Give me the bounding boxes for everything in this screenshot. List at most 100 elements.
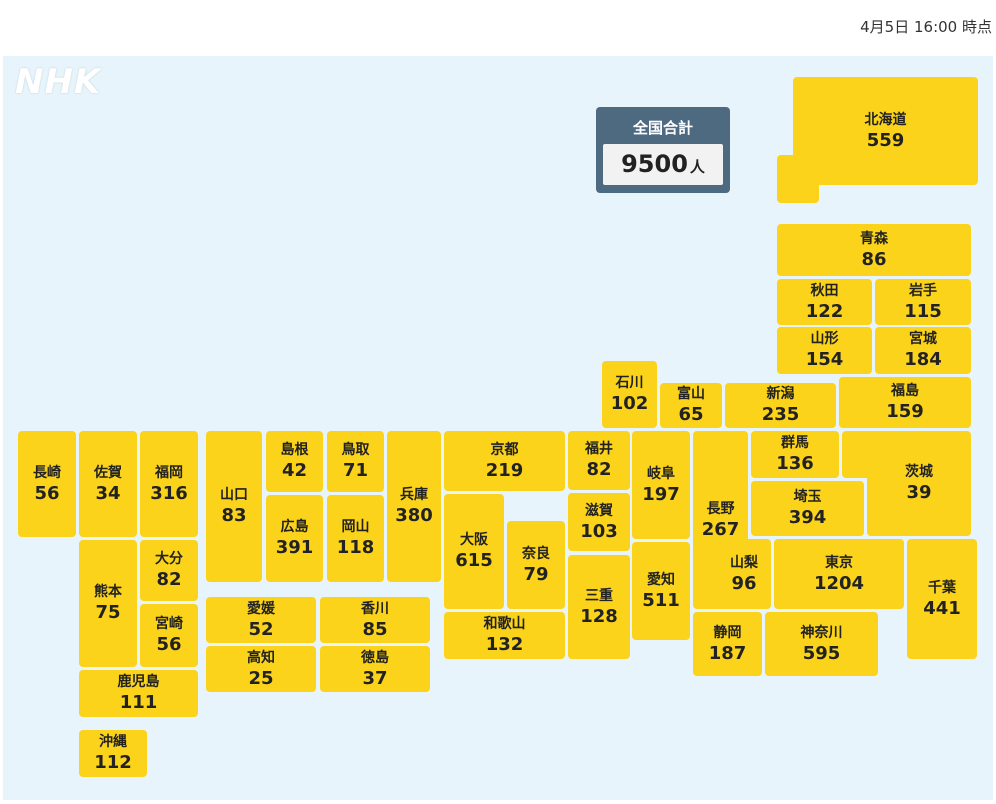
prefecture-name: 長野 [706, 500, 735, 517]
prefecture-count: 128 [580, 605, 618, 627]
prefecture-tile: 青森 86 [777, 224, 971, 276]
prefecture-tile: 奈良 79 [507, 521, 565, 609]
prefecture-name: 北海道 [864, 111, 907, 128]
prefecture-name: 山口 [220, 487, 248, 503]
prefecture-tile: 福井 82 [568, 431, 630, 490]
prefecture-tile: 和歌山 132 [444, 612, 565, 659]
prefecture-name: 埼玉 [793, 489, 822, 505]
prefecture-tile: 愛媛 52 [206, 597, 316, 643]
prefecture-count: 197 [642, 483, 680, 505]
prefecture-count: 52 [248, 618, 274, 640]
prefecture-tile: 広島 391 [266, 495, 323, 582]
prefecture-name: 奈良 [522, 545, 550, 562]
prefecture-tile: 滋賀 103 [568, 493, 630, 551]
prefecture-name: 静岡 [713, 624, 742, 641]
prefecture-count: 75 [95, 602, 121, 623]
prefecture-name: 青森 [860, 230, 888, 247]
prefecture-tile: 石川 102 [602, 361, 657, 428]
prefecture-count: 115 [904, 300, 942, 322]
prefecture-name: 三重 [585, 587, 613, 604]
prefecture-tile: 秋田 122 [777, 279, 872, 325]
prefecture-name: 福井 [585, 441, 613, 457]
prefecture-name: 福岡 [155, 464, 183, 481]
prefecture-count: 71 [342, 460, 369, 481]
prefecture-name: 富山 [677, 386, 705, 402]
prefecture-count: 102 [610, 393, 649, 414]
prefecture-name: 広島 [280, 519, 309, 535]
prefecture-name: 大阪 [460, 532, 488, 548]
prefecture-tile: 北海道 559 [793, 77, 978, 185]
prefecture-name: 鹿児島 [117, 674, 160, 690]
prefecture-name: 千葉 [928, 579, 956, 596]
prefecture-count: 122 [805, 300, 844, 322]
prefecture-name: 茨城 [905, 464, 933, 480]
prefecture-count: 25 [248, 667, 274, 689]
prefecture-tile: 静岡 187 [693, 612, 762, 676]
national-total-value: 9500 [621, 150, 688, 178]
prefecture-tile: 群馬 136 [751, 431, 839, 478]
prefecture-count: 79 [523, 563, 549, 585]
prefecture-tile: 宮崎 56 [140, 604, 198, 667]
prefecture-name: 福島 [891, 383, 919, 399]
prefecture-count: 615 [455, 550, 493, 571]
prefecture-count: 56 [156, 634, 182, 655]
prefecture-count: 136 [776, 453, 814, 474]
prefecture-tile: 島根 42 [266, 431, 323, 492]
prefecture-name: 高知 [247, 649, 275, 666]
prefecture-name: 滋賀 [585, 502, 613, 519]
prefecture-count: 111 [119, 692, 158, 713]
prefecture-name: 岐阜 [647, 465, 675, 482]
prefecture-name: 兵庫 [400, 487, 428, 503]
prefecture-count: 187 [708, 642, 747, 664]
prefecture-name: 愛知 [647, 571, 675, 588]
prefecture-tile: 佐賀 34 [79, 431, 137, 537]
prefecture-name: 秋田 [810, 282, 839, 299]
prefecture-count: 37 [362, 667, 388, 689]
prefecture-count: 42 [281, 460, 308, 481]
prefecture-count: 394 [788, 507, 827, 528]
prefecture-count: 96 [731, 572, 757, 594]
prefecture-count: 316 [150, 482, 188, 504]
prefecture-tile: 兵庫 380 [387, 431, 441, 582]
prefecture-tile: 山口 83 [206, 431, 262, 582]
national-total-panel: 全国合計 9500 人 [596, 107, 730, 193]
prefecture-count: 39 [906, 482, 932, 503]
prefecture-count: 159 [886, 401, 924, 422]
prefecture-name: 群馬 [781, 435, 809, 451]
prefecture-tile: 茨城 39 [867, 431, 971, 536]
prefecture-tile: 宮城 184 [875, 327, 971, 374]
prefecture-count: 86 [861, 248, 887, 270]
prefecture-tile: 三重 128 [568, 555, 630, 659]
prefecture-count: 235 [761, 404, 800, 425]
prefecture-tile: 徳島 37 [320, 646, 430, 692]
prefecture-tile: 福岡 316 [140, 431, 198, 537]
prefecture-count: 118 [336, 537, 375, 558]
prefecture-tile: 東京 1204 [774, 539, 904, 609]
prefecture-name: 石川 [615, 375, 644, 391]
prefecture-tile: 長崎 56 [18, 431, 76, 537]
prefecture-name: 新潟 [766, 386, 795, 402]
prefecture-name: 宮崎 [155, 616, 183, 632]
prefecture-count: 559 [866, 129, 905, 151]
prefecture-name: 山梨 [730, 554, 758, 571]
prefecture-count: 441 [923, 597, 961, 619]
prefecture-tile: 千葉 441 [907, 539, 977, 659]
nhk-logo: NHK [15, 62, 102, 102]
prefecture-name: 神奈川 [800, 624, 843, 641]
prefecture-name: 和歌山 [483, 616, 526, 632]
prefecture-tile: 山形 154 [777, 327, 872, 374]
prefecture-name: 熊本 [94, 584, 122, 600]
prefecture-name: 宮城 [909, 331, 937, 347]
prefecture-name: 岡山 [341, 519, 370, 535]
prefecture-name: 愛媛 [247, 600, 275, 617]
prefecture-name: 京都 [490, 441, 519, 458]
prefecture-name: 大分 [155, 551, 183, 567]
prefecture-count: 219 [485, 459, 524, 481]
prefecture-tile: 神奈川 595 [765, 612, 878, 676]
prefecture-name: 沖縄 [99, 734, 127, 750]
prefecture-count: 103 [580, 520, 618, 542]
prefecture-count: 380 [395, 505, 433, 526]
prefecture-name: 徳島 [361, 649, 389, 666]
prefecture-tile: 高知 25 [206, 646, 316, 692]
prefecture-count: 82 [156, 569, 182, 590]
